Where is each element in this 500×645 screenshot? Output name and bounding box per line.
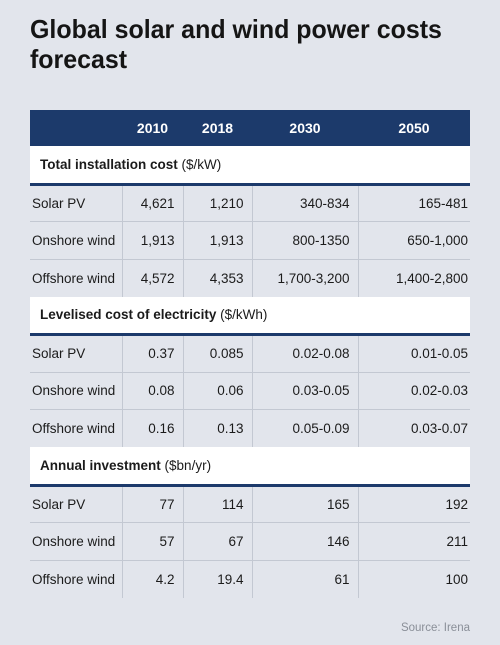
value-cell: 0.02-0.08 bbox=[252, 334, 359, 373]
value-cell: 57 bbox=[122, 522, 184, 561]
row-label: Offshore wind bbox=[30, 259, 123, 297]
table-row: Onshore wind 1,913 1,913 800-1350 650-1,000 bbox=[30, 221, 470, 260]
row-label: Onshore wind bbox=[30, 221, 123, 260]
value-cell: 4,572 bbox=[122, 259, 184, 297]
table-row: Offshore wind 0.16 0.13 0.05-0.09 0.03-0.07 bbox=[30, 409, 470, 447]
row-label: Offshore wind bbox=[30, 409, 123, 447]
table-row: Onshore wind 0.08 0.06 0.03-0.05 0.02-0.03 bbox=[30, 372, 470, 410]
row-label: Solar PV bbox=[30, 485, 123, 523]
section-header: Levelised cost of electricity ($/kWh) bbox=[30, 296, 470, 336]
section-title: Levelised cost of electricity bbox=[40, 307, 217, 323]
value-cell: 0.01-0.05 bbox=[358, 334, 470, 373]
value-cell: 650-1,000 bbox=[358, 221, 470, 260]
value-cell: 114 bbox=[183, 485, 253, 523]
section-header: Total installation cost ($/kW) bbox=[30, 146, 470, 186]
cost-table: 2010 2018 2030 2050 Total installation c… bbox=[30, 110, 470, 598]
value-cell: 0.13 bbox=[183, 409, 253, 447]
section-unit: ($/kW) bbox=[181, 156, 222, 172]
value-cell: 340-834 bbox=[252, 184, 359, 222]
row-label: Onshore wind bbox=[30, 372, 123, 410]
value-cell: 1,400-2,800 bbox=[395, 270, 468, 286]
value-cell: 1,913 bbox=[183, 221, 253, 260]
table-row: Onshore wind 57 67 146 211 bbox=[30, 522, 470, 561]
value-cell: 1,210 bbox=[183, 184, 253, 222]
value-cell: 77 bbox=[122, 485, 184, 523]
value-cell: 0.37 bbox=[122, 334, 184, 373]
row-label: Solar PV bbox=[30, 184, 123, 222]
value-cell: 100 bbox=[445, 571, 468, 587]
value-cell: 165-481 bbox=[358, 184, 470, 222]
value-cell: 1,913 bbox=[122, 221, 184, 260]
value-cell: 19.4 bbox=[183, 560, 253, 598]
row-label: Onshore wind bbox=[30, 522, 123, 561]
value-cell: 0.03-0.05 bbox=[252, 372, 359, 410]
value-cell: 1,700-3,200 bbox=[252, 259, 359, 297]
row-label: Solar PV bbox=[30, 334, 123, 373]
table-body: Total installation cost ($/kW) Solar PV 4,… bbox=[30, 146, 470, 598]
value-cell: 146 bbox=[252, 522, 359, 561]
section-title: Total installation cost bbox=[40, 156, 178, 172]
value-cell: 211 bbox=[358, 522, 470, 561]
table-row: Offshore wind 4.2 19.4 61 100 bbox=[30, 560, 470, 598]
section-title: Annual investment bbox=[40, 457, 161, 473]
section-row: Total installation cost ($/kW) bbox=[30, 146, 470, 186]
section-header: Annual investment ($bn/yr) bbox=[30, 447, 470, 487]
value-cell: 4,353 bbox=[183, 259, 253, 297]
section-unit: ($/kWh) bbox=[220, 307, 268, 323]
section-row: Levelised cost of electricity ($/kWh) bbox=[30, 296, 470, 336]
row-label: Offshore wind bbox=[30, 560, 123, 598]
source-note: Source: Irena bbox=[400, 622, 470, 634]
table-row: Solar PV 0.37 0.085 0.02-0.08 0.01-0.05 bbox=[30, 334, 470, 373]
header-cell: 2030 bbox=[289, 120, 321, 136]
header-cell: 2010 bbox=[136, 120, 169, 136]
value-cell: 0.05-0.09 bbox=[252, 409, 359, 447]
value-cell: 0.08 bbox=[122, 372, 184, 410]
value-cell: 67 bbox=[183, 522, 253, 561]
value-cell: 800-1350 bbox=[252, 221, 359, 260]
value-cell: 0.03-0.07 bbox=[410, 421, 468, 436]
value-cell: 192 bbox=[358, 485, 470, 523]
value-cell: 0.02-0.03 bbox=[358, 372, 470, 410]
section-unit: ($bn/yr) bbox=[164, 457, 212, 473]
header-cell: 2050 bbox=[398, 120, 430, 136]
value-cell: 61 bbox=[252, 560, 359, 598]
header-cell: 2018 bbox=[201, 120, 234, 136]
header-row: 2010 2018 2030 2050 bbox=[30, 110, 470, 146]
header-cell bbox=[30, 110, 122, 146]
value-cell: 0.16 bbox=[122, 409, 184, 447]
table-row: Offshore wind 4,572 4,353 1,700-3,200 1,400-… bbox=[30, 259, 470, 297]
value-cell: 4,621 bbox=[122, 184, 184, 222]
value-cell: 0.085 bbox=[183, 334, 253, 373]
section-row: Annual investment ($bn/yr) bbox=[30, 447, 470, 487]
value-cell: 165 bbox=[252, 485, 359, 523]
table-row: Solar PV 4,621 1,210 340-834 165-481 bbox=[30, 184, 470, 222]
chart-title: Global solar and wind power costs foreca… bbox=[30, 14, 442, 74]
table-row: Solar PV 77 114 165 192 bbox=[30, 485, 470, 523]
value-cell: 0.06 bbox=[183, 372, 253, 410]
value-cell: 4.2 bbox=[122, 560, 184, 598]
